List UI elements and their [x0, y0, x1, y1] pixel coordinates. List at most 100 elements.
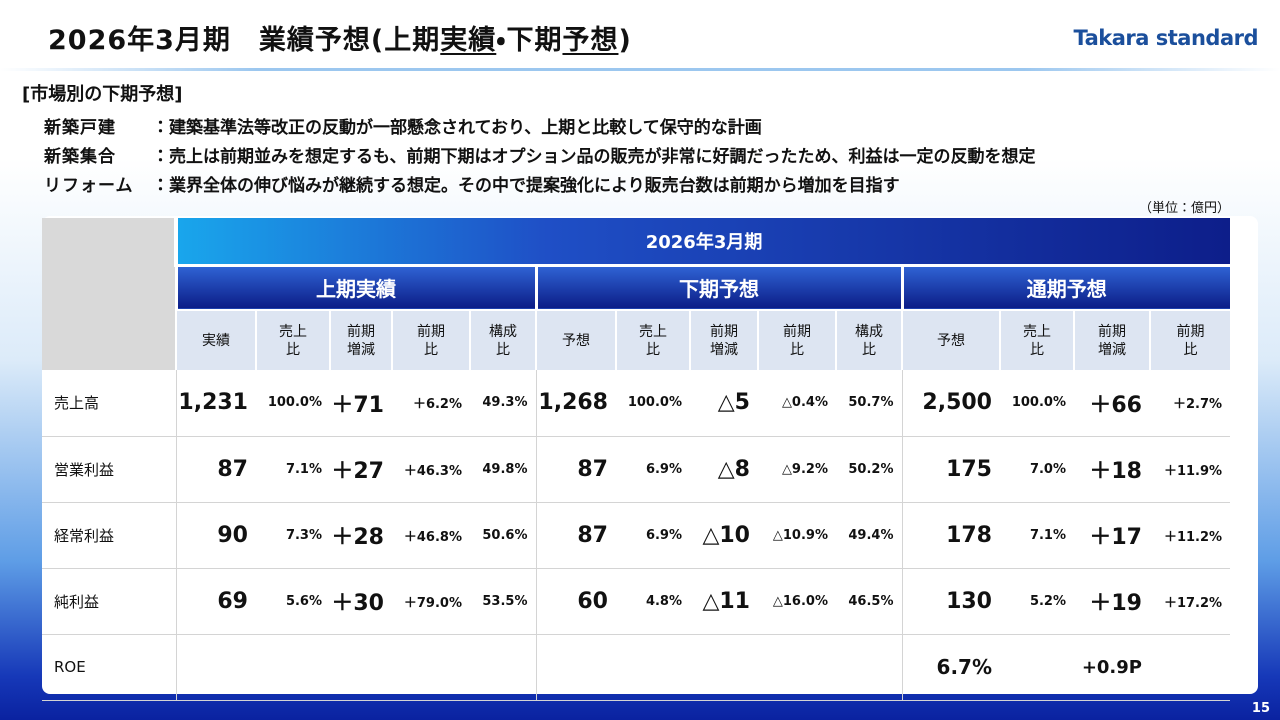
data-cell: △8 — [690, 436, 758, 503]
header-rule — [0, 68, 1280, 71]
period-row: 2026年3月期 — [42, 218, 1231, 370]
column-header: 前期増減 — [329, 309, 392, 370]
data-cell: ＋17 — [1074, 502, 1150, 569]
data-cell: 5.6% — [256, 568, 330, 635]
data-cell: 87 — [535, 436, 616, 503]
group-header: 上期実績 — [174, 263, 536, 310]
data-cell: ＋11.9% — [1150, 436, 1231, 503]
column-label: 実績 — [202, 332, 230, 349]
data-cell: ＋18 — [1074, 436, 1150, 503]
column-label: 構成比 — [854, 323, 883, 358]
title-part: ) — [618, 25, 632, 56]
data-cell: 49.3% — [470, 370, 536, 437]
title-part: 2026年3月期 業績予想(上期 — [48, 25, 441, 56]
column-label: 前期比 — [416, 323, 445, 358]
line-label: リフォーム — [44, 176, 134, 196]
data-cell: ＋30 — [330, 568, 392, 635]
empty-cell — [1000, 634, 1074, 701]
section-line: 新築集合 ：売上は前期並みを想定するも、前期下期はオプション品の販売が非常に好調… — [44, 143, 1036, 172]
data-cell: 100.0% — [1000, 370, 1074, 437]
line-label: 新築戸建 — [44, 118, 134, 138]
column-label: 予想 — [562, 332, 590, 349]
column-label: 前期比 — [782, 323, 811, 358]
data-cell: ＋11.2% — [1150, 502, 1231, 569]
column-header: 売上比 — [255, 309, 330, 370]
row-label: 営業利益 — [42, 436, 176, 503]
column-header: 前期増減 — [1073, 309, 1150, 370]
group-row: 上期実績 下期予想 通期予想 — [42, 263, 1231, 310]
row-label: 売上高 — [42, 370, 176, 437]
empty-cell — [175, 634, 536, 701]
section-line: 新築戸建 ：建築基準法等改正の反動が一部懸念されており、上期と比較して保守的な計… — [44, 114, 1036, 143]
line-text: ：業界全体の伸び悩みが継続する想定。その中で提案強化により販売台数は前期から増加… — [152, 176, 900, 196]
data-cell: ＋46.8% — [392, 502, 470, 569]
data-cell: 50.6% — [470, 502, 536, 569]
data-cell: 130 — [901, 568, 1000, 635]
data-cell: 49.4% — [836, 502, 902, 569]
period-header: 2026年3月期 — [173, 218, 1231, 265]
data-cell: 87 — [175, 436, 256, 503]
data-cell: △5 — [690, 370, 758, 437]
data-cell: 7.1% — [1000, 502, 1074, 569]
data-cell: 6.9% — [616, 436, 690, 503]
section-heading: [市場別の下期予想] — [22, 84, 183, 105]
data-cell: 4.8% — [616, 568, 690, 635]
column-header: 実績 — [175, 309, 256, 370]
column-header: 前期比 — [1148, 309, 1231, 370]
column-header: 売上比 — [999, 309, 1074, 370]
roe-change: +0.9P — [1074, 634, 1150, 701]
data-cell: △10.9% — [758, 502, 836, 569]
data-cell: ＋27 — [330, 436, 392, 503]
data-cell: 87 — [535, 502, 616, 569]
data-row: 売上高 1,231 100.0% ＋71 ＋6.2% 49.3% 1,268 100.0% △5… — [42, 370, 1231, 437]
column-header: 構成比 — [835, 309, 902, 370]
data-cell: △10 — [690, 502, 758, 569]
column-label: 前期比 — [1176, 323, 1205, 358]
data-cell: 53.5% — [470, 568, 536, 635]
data-cell: 1,231 — [175, 370, 256, 437]
column-header: 予想 — [901, 309, 1000, 370]
column-label: 売上比 — [1022, 323, 1051, 358]
data-cell: 49.8% — [470, 436, 536, 503]
title-part: 実績 — [440, 25, 497, 56]
group-header: 通期予想 — [900, 263, 1231, 310]
title-part: 予想 — [562, 25, 619, 56]
data-cell: 7.0% — [1000, 436, 1074, 503]
data-cell: ＋19 — [1074, 568, 1150, 635]
group-header: 下期予想 — [534, 263, 902, 310]
data-cell: 178 — [901, 502, 1000, 569]
section-line: リフォーム ：業界全体の伸び悩みが継続する想定。その中で提案強化により販売台数は前… — [44, 172, 1036, 201]
column-label: 前期増減 — [1097, 323, 1126, 358]
data-cell: 1,268 — [535, 370, 616, 437]
data-cell: △9.2% — [758, 436, 836, 503]
column-header: 構成比 — [469, 309, 536, 370]
data-row: 経常利益 90 7.3% ＋28 ＋46.8% 50.6% 87 6.9% △10 △10.9% 4… — [42, 502, 1231, 569]
data-cell: 46.5% — [836, 568, 902, 635]
column-label: 予想 — [937, 332, 965, 349]
data-cell: △0.4% — [758, 370, 836, 437]
column-header: 予想 — [535, 309, 616, 370]
data-cell: 50.2% — [836, 436, 902, 503]
results-table: 2026年3月期 上期実績 下期予想 通期予想 実績 売上比 前期増減 前期比 構成比 予想 売上比… — [42, 218, 1231, 701]
column-header: 売上比 — [615, 309, 690, 370]
data-cell: 100.0% — [616, 370, 690, 437]
row-label: ROE — [42, 634, 176, 701]
data-cell: 175 — [901, 436, 1000, 503]
data-row: 純利益 69 5.6% ＋30 ＋79.0% 53.5% 60 4.8% △11 △16.0% 46… — [42, 568, 1231, 635]
data-cell: 50.7% — [836, 370, 902, 437]
data-cell: ＋71 — [330, 370, 392, 437]
title: 2026年3月期 業績予想(上期実績・下期予想) — [48, 18, 632, 57]
roe-forecast: 6.7% — [901, 634, 1000, 701]
column-label: 売上比 — [638, 323, 667, 358]
section-lines: 新築戸建 ：建築基準法等改正の反動が一部懸念されており、上期と比較して保守的な計… — [44, 114, 1036, 201]
data-cell: △11 — [690, 568, 758, 635]
page-number: 15 — [1251, 701, 1270, 716]
row-label: 純利益 — [42, 568, 176, 635]
data-cell: 7.1% — [256, 436, 330, 503]
data-cell: 90 — [175, 502, 256, 569]
line-text: ：売上は前期並みを想定するも、前期下期はオプション品の販売が非常に好調だったため… — [152, 147, 1036, 167]
unit: （単位：億円） — [1138, 201, 1230, 216]
column-header: 前期比 — [391, 309, 470, 370]
data-cell: △16.0% — [758, 568, 836, 635]
